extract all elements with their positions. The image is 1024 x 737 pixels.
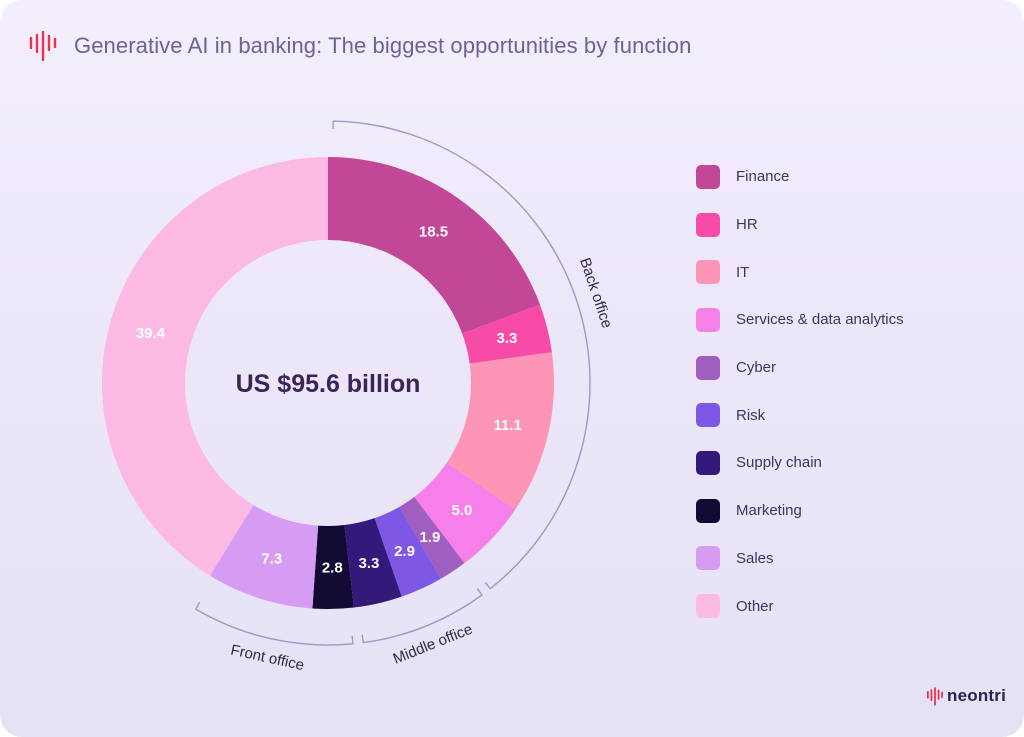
slice-value-label: 7.3: [261, 551, 282, 568]
donut-slice-other: [101, 157, 328, 576]
slice-value-label: 3.3: [358, 555, 379, 572]
neontri-logo-icon: [926, 686, 944, 706]
donut-slice-sales: [209, 504, 319, 609]
donut-slice-it: [446, 352, 554, 510]
legend-label: Other: [736, 597, 774, 615]
legend-swatch: [696, 307, 720, 332]
legend-swatch: [696, 450, 720, 475]
donut-slice-services-data-analytics: [414, 463, 516, 564]
legend-item-cyber: Cyber: [696, 344, 904, 392]
center-total-label: US $95.6 billion: [236, 370, 421, 398]
legend-item-sales: Sales: [696, 535, 904, 583]
header: Generative AI in banking: The biggest op…: [28, 30, 691, 62]
group-bracket-middle-office: [361, 588, 483, 644]
donut-slice-hr: [462, 304, 552, 364]
legend-swatch: [696, 403, 720, 428]
legend-swatch: [696, 498, 720, 523]
legend-label: Supply chain: [736, 454, 822, 472]
legend-swatch: [696, 546, 720, 571]
legend-label: IT: [736, 263, 750, 281]
group-bracket-back-office: [332, 120, 591, 590]
legend-swatch: [696, 164, 720, 189]
slice-value-label: 1.9: [420, 529, 441, 546]
group-bracket-front-office: [194, 601, 354, 646]
legend-item-services-data-analytics: Services & data analytics: [696, 296, 904, 344]
legend-item-other: Other: [696, 582, 904, 630]
legend-swatch: [696, 355, 720, 380]
slice-value-label: 3.3: [497, 330, 518, 347]
legend-item-hr: HR: [696, 201, 904, 249]
donut-slice-supply-chain: [344, 518, 402, 608]
legend-swatch: [696, 260, 720, 285]
slice-value-label: 5.0: [452, 502, 473, 519]
slice-value-label: 2.9: [394, 543, 415, 560]
legend-label: Risk: [736, 406, 766, 424]
legend-label: Finance: [736, 168, 790, 186]
donut-slice-risk: [374, 506, 441, 597]
group-label-middle-office: Middle office: [391, 621, 475, 668]
legend-swatch: [696, 212, 720, 237]
chart-title: Generative AI in banking: The biggest op…: [74, 33, 692, 58]
donut-slice-cyber: [399, 497, 465, 579]
slice-value-label: 18.5: [419, 224, 448, 241]
slice-value-label: 2.8: [322, 559, 343, 576]
legend-item-supply-chain: Supply chain: [696, 439, 904, 487]
legend-item-risk: Risk: [696, 391, 904, 439]
brand-mark: neontri: [926, 686, 1006, 706]
slice-value-label: 11.1: [494, 417, 522, 434]
slice-value-label: 39.4: [136, 325, 166, 342]
neontri-logo-icon: [29, 30, 57, 62]
legend-item-it: IT: [696, 248, 904, 296]
legend-item-marketing: Marketing: [696, 487, 904, 535]
legend-label: Sales: [736, 549, 774, 567]
legend-label: Cyber: [736, 359, 777, 377]
brand-name: neontri: [947, 686, 1007, 705]
legend-label: Services & data analytics: [736, 311, 904, 329]
legend-label: HR: [736, 216, 758, 234]
legend-item-finance: Finance: [696, 153, 904, 201]
legend-label: Marketing: [736, 502, 802, 520]
legend-swatch: [696, 594, 720, 619]
chart-legend: Finance HR IT Services & data analytics Cybe…: [696, 153, 904, 630]
donut-slice-finance: [328, 157, 541, 334]
group-label-front-office: Front office: [229, 642, 306, 675]
donut-slice-marketing: [312, 525, 354, 609]
